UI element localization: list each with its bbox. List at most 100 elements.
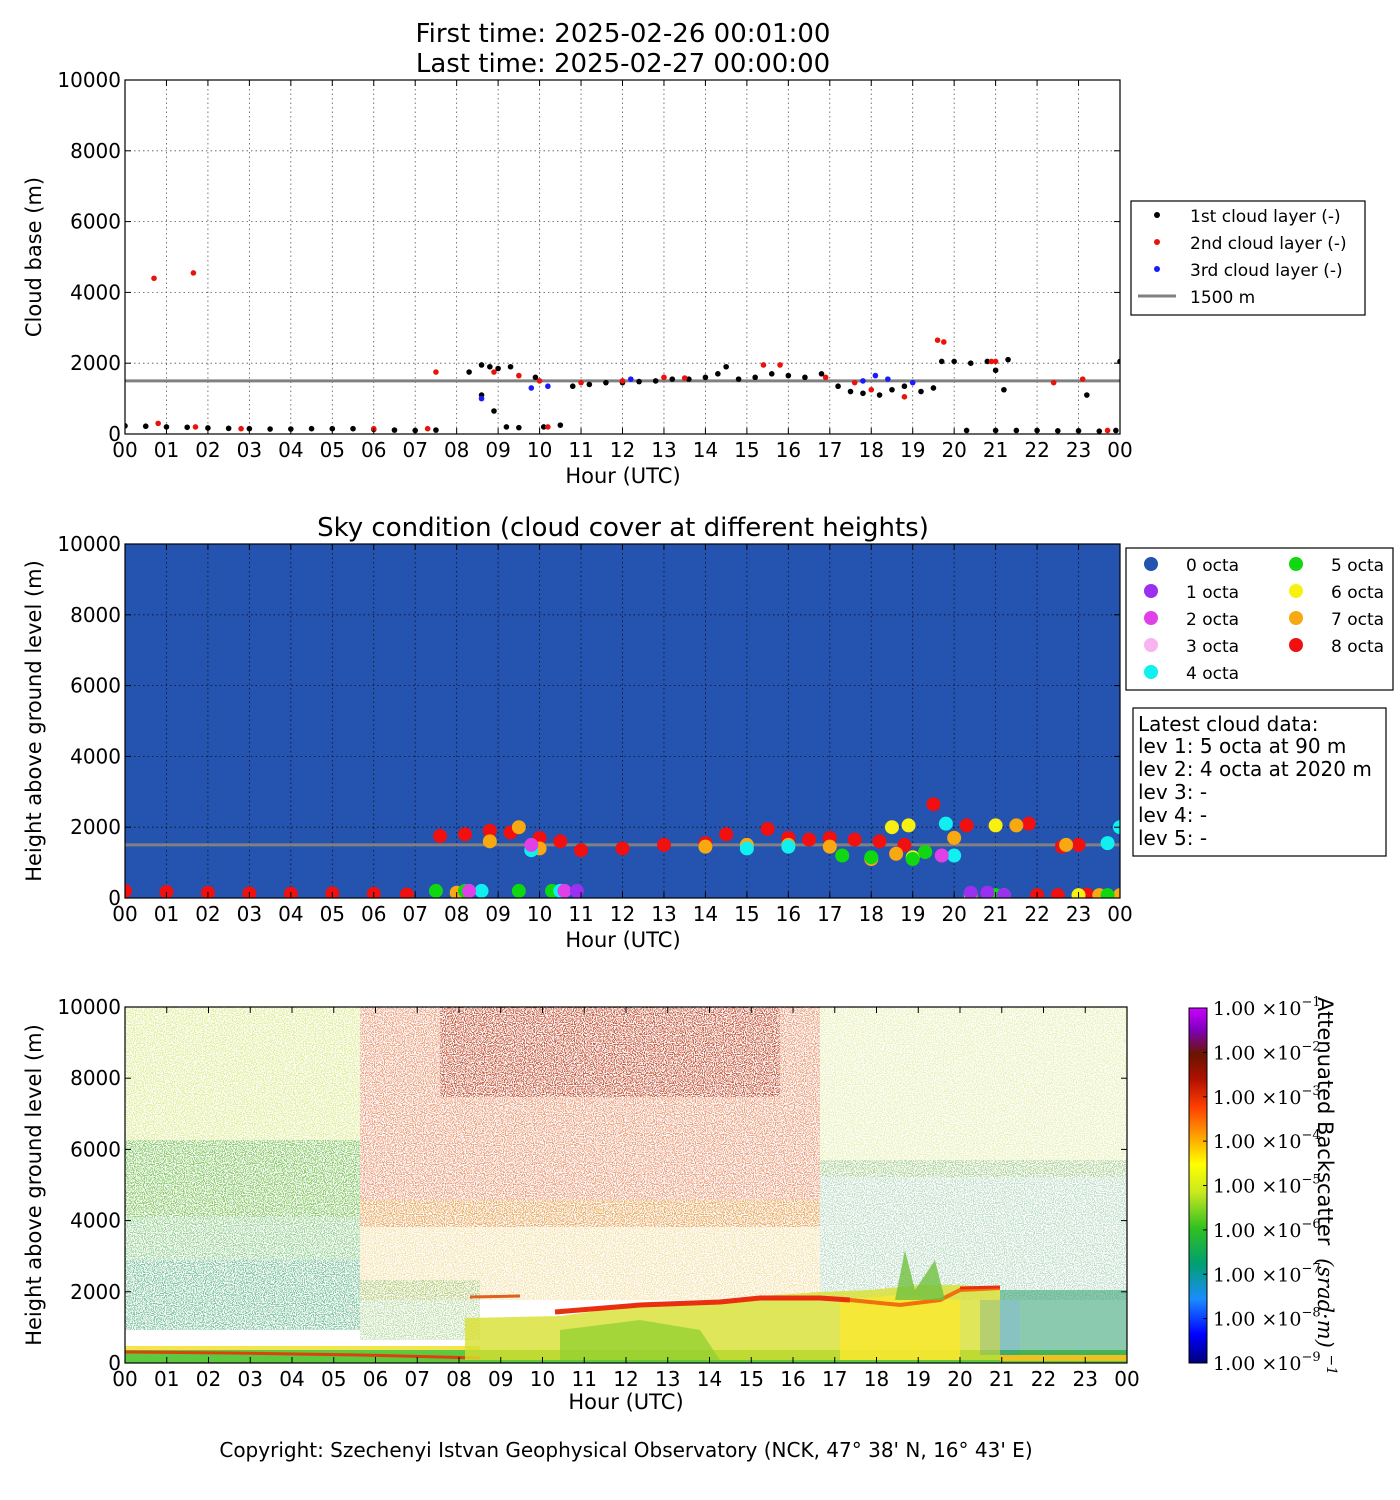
panel3-xtick-label: 04 xyxy=(279,1367,304,1391)
octa-point xyxy=(553,834,568,849)
layer1-point xyxy=(225,425,232,432)
panel1-xtick-label: 16 xyxy=(776,438,801,462)
octa-point xyxy=(889,846,904,861)
octa-point xyxy=(847,832,862,847)
panel2-ytick-label: 8000 xyxy=(70,603,121,627)
layer2-point xyxy=(433,369,439,375)
panel2-grid xyxy=(125,544,1120,898)
panel1-xtick-label: 12 xyxy=(610,438,635,462)
octa-point xyxy=(802,832,817,847)
layer1-point xyxy=(938,358,945,365)
layer1-point xyxy=(835,383,841,390)
octa-point xyxy=(557,883,572,898)
layer1-point xyxy=(163,424,170,430)
panel3-xtick-label: 20 xyxy=(947,1367,972,1391)
layer2-point xyxy=(545,424,551,430)
panel1-xlabel: Hour (UTC) xyxy=(565,464,680,488)
panel2-xtick-label: 12 xyxy=(610,902,635,926)
latest-title: Latest cloud data: xyxy=(1138,712,1318,736)
layer2-point xyxy=(661,374,667,381)
colorbar-tick-label: 1.00 ×10−2 xyxy=(1213,1039,1321,1064)
panel3-xtick-label: 03 xyxy=(238,1367,263,1391)
layer1-point xyxy=(205,425,211,431)
panel3-xlabel: Hour (UTC) xyxy=(568,1390,683,1414)
panel1-xtick-label: 06 xyxy=(361,438,386,462)
layer2-point xyxy=(491,369,497,375)
octa-point xyxy=(511,883,526,898)
layer2-point xyxy=(151,275,157,282)
panel2-xtick-label: 03 xyxy=(237,902,262,926)
colorbar-tick-label: 1.00 ×10−7 xyxy=(1213,1261,1321,1286)
panel3-ytick-label: 10000 xyxy=(57,995,121,1019)
panel2-xtick-label: 11 xyxy=(568,902,593,926)
legend-layer2-label: 2nd cloud layer (-) xyxy=(1190,234,1347,254)
layer1-point xyxy=(752,374,758,381)
backscatter-heatmap xyxy=(125,1007,1127,1363)
octa-point xyxy=(934,848,949,863)
octa-point xyxy=(897,837,912,852)
layer1-point xyxy=(184,424,190,431)
octa-point xyxy=(656,837,671,852)
legend-octa-marker xyxy=(1289,584,1303,598)
octa-point xyxy=(462,883,477,898)
latest-lev1: lev 1: 5 octa at 90 m xyxy=(1138,734,1346,758)
layer1-point xyxy=(802,374,808,381)
colorbar-tick-label: 1.00 ×10−9 xyxy=(1213,1350,1321,1375)
octa-point xyxy=(781,839,796,854)
panel2-title: Sky condition (cloud cover at different … xyxy=(317,513,929,543)
octa-point xyxy=(719,827,734,842)
layer1-point xyxy=(735,376,742,382)
octa-point xyxy=(947,848,962,863)
panel1-ytick-label: 4000 xyxy=(70,280,121,304)
layer1-point xyxy=(636,378,642,385)
legend-octa-label: 3 octa xyxy=(1186,637,1239,657)
panel2-xtick-label: 14 xyxy=(693,902,718,926)
panel1-xtick-label: 17 xyxy=(817,438,842,462)
layer2-point xyxy=(1079,376,1086,382)
layer2-point xyxy=(941,339,947,345)
layer3-point xyxy=(545,383,551,390)
panel3-xtick-label: 05 xyxy=(321,1367,346,1391)
layer1-point xyxy=(702,374,709,381)
panel1-xtick-label: 22 xyxy=(1024,438,1049,462)
octa-point xyxy=(428,883,443,898)
panel3-xtick-label: 09 xyxy=(488,1367,513,1391)
panel1-ytick-label: 0 xyxy=(108,422,121,446)
octa-point xyxy=(1100,836,1115,851)
octa-point xyxy=(1071,837,1086,852)
octa-point xyxy=(482,823,497,838)
layer2-point xyxy=(760,362,767,368)
legend-octa-marker xyxy=(1289,611,1303,625)
colorbar-label-exp: −1 xyxy=(1323,1355,1339,1376)
panel3-xtick-label: 12 xyxy=(613,1367,638,1391)
octa-point xyxy=(615,841,630,856)
legend-octa-label: 5 octa xyxy=(1331,556,1384,576)
legend-octa-marker xyxy=(1144,584,1158,598)
octa-point xyxy=(457,827,472,842)
octa-point xyxy=(901,818,916,833)
layer1-point xyxy=(491,408,497,414)
panel3-ylabel: Height above ground level (m) xyxy=(22,1024,46,1346)
layer1-point xyxy=(125,423,128,429)
panel2-xtick-label: 22 xyxy=(1024,902,1049,926)
legend-octa-marker xyxy=(1144,611,1158,625)
panel3-xtick-label: 02 xyxy=(196,1367,221,1391)
colorbar-label-unit: (srad·m) xyxy=(1313,1258,1337,1348)
colorbar-tick-label: 1.00 ×10−4 xyxy=(1213,1128,1321,1153)
layer1-point xyxy=(785,372,792,379)
octa-point xyxy=(872,834,887,849)
panel3-xtick-label: 23 xyxy=(1073,1367,1098,1391)
panel2-ytick-label: 4000 xyxy=(70,744,121,768)
layer1-point xyxy=(557,422,564,428)
latest-lev4: lev 4: - xyxy=(1138,803,1207,827)
legend-octa-marker xyxy=(1144,665,1158,679)
panel1-legend: 1st cloud layer (-) 2nd cloud layer (-) … xyxy=(1130,200,1366,316)
octa-point xyxy=(947,830,962,845)
colorbar-label: Attenuated Backscatter (srad·m) −1 xyxy=(1313,997,1339,1375)
octa-point xyxy=(1050,888,1065,898)
legend-layer3-label: 3rd cloud layer (-) xyxy=(1190,261,1343,281)
layer1-point xyxy=(1055,428,1061,434)
panel3-ticks: 00 01 02 03 04 05 06 07 08 09 10 11 12 13 14 15 16 17 18 19… xyxy=(57,995,1139,1391)
layer2-point xyxy=(155,420,161,427)
